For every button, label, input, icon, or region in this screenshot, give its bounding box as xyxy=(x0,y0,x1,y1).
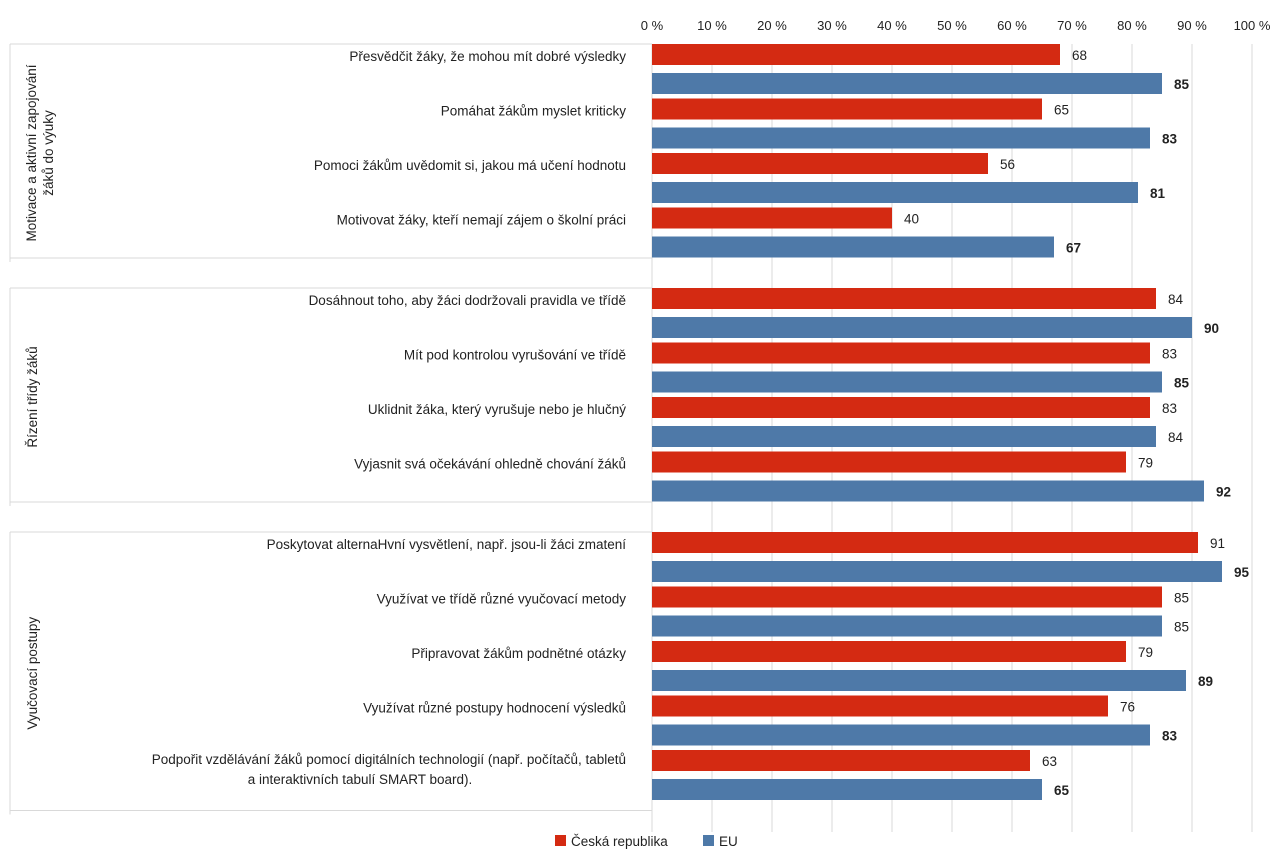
category-label: Využívat ve třídě různé vyučovací metody xyxy=(377,592,627,607)
value-label-cz: 91 xyxy=(1210,536,1225,551)
bar-cz xyxy=(652,342,1150,364)
bar-eu xyxy=(652,561,1222,582)
value-label-cz: 79 xyxy=(1138,645,1153,660)
category-label: a interaktivních tabulí SMART board). xyxy=(248,772,473,787)
bar-cz xyxy=(652,641,1126,662)
bar-cz xyxy=(652,397,1150,418)
value-label-eu: 83 xyxy=(1162,132,1178,147)
category-label: Dosáhnout toho, aby žáci dodržovali prav… xyxy=(309,293,626,308)
category-label: Poskytovat alternaHvní vysvětlení, např.… xyxy=(267,537,627,552)
value-label-cz: 68 xyxy=(1072,48,1087,63)
x-tick-label: 70 % xyxy=(1057,18,1087,33)
bar-eu xyxy=(652,670,1186,691)
value-label-cz: 85 xyxy=(1174,591,1189,606)
x-tick-label: 20 % xyxy=(757,18,787,33)
group-label: Řízení třídy žáků xyxy=(25,346,40,447)
value-label-eu: 89 xyxy=(1198,674,1213,689)
x-tick-label: 100 % xyxy=(1234,18,1271,33)
bar-eu xyxy=(652,236,1054,258)
category-label: Pomoci žákům uvědomit si, jakou má učení… xyxy=(314,158,626,173)
x-tick-label: 30 % xyxy=(817,18,847,33)
category-label: Přesvědčit žáky, že mohou mít dobré výsl… xyxy=(349,49,626,64)
value-label-cz: 63 xyxy=(1042,754,1057,769)
group-label: Motivace a aktivní zapojování žáků do výu… xyxy=(24,64,56,241)
labels: 0 % 10 % 20 % 30 % 40 % 50 % 60 % 70 % 80 % 90 % 1… xyxy=(24,18,1271,798)
value-label-cz: 56 xyxy=(1000,157,1015,172)
x-tick-label: 60 % xyxy=(997,18,1027,33)
x-tick-label: 40 % xyxy=(877,18,907,33)
bar-cz xyxy=(652,586,1162,608)
bar-cz xyxy=(652,44,1060,65)
bar-eu xyxy=(652,779,1042,800)
value-label-eu: 81 xyxy=(1150,186,1166,201)
bar-cz xyxy=(652,750,1030,771)
value-label-eu: 90 xyxy=(1204,321,1219,336)
legend-swatch xyxy=(555,835,566,846)
bar-eu xyxy=(652,317,1192,338)
value-label-cz: 40 xyxy=(904,212,919,227)
x-tick-label: 80 % xyxy=(1117,18,1147,33)
bar-cz xyxy=(652,98,1042,120)
value-label-cz: 65 xyxy=(1054,103,1069,118)
bar-eu xyxy=(652,73,1162,94)
value-label-eu: 85 xyxy=(1174,376,1190,391)
bar-cz xyxy=(652,153,988,174)
bar-cz xyxy=(652,451,1126,473)
bar-eu xyxy=(652,426,1156,447)
value-label-eu: 83 xyxy=(1162,729,1178,744)
bar-eu xyxy=(652,127,1150,149)
category-label: Podpořit vzdělávání žáků pomocí digitáln… xyxy=(152,752,626,767)
value-label-cz: 76 xyxy=(1120,700,1135,715)
value-label-eu: 85 xyxy=(1174,620,1189,635)
x-tick-label: 10 % xyxy=(697,18,727,33)
value-label-eu: 85 xyxy=(1174,77,1190,92)
value-label-eu: 84 xyxy=(1168,430,1184,445)
category-label: Připravovat žákům podnětné otázky xyxy=(411,646,626,661)
legend-swatch xyxy=(703,835,714,846)
category-label: Pomáhat žákům myslet kriticky xyxy=(441,104,627,119)
value-label-cz: 79 xyxy=(1138,456,1153,471)
bar-eu xyxy=(652,615,1162,637)
bar-eu xyxy=(652,371,1162,393)
bar-eu xyxy=(652,480,1204,502)
legend: Česká republika EU xyxy=(555,834,738,849)
value-label-eu: 95 xyxy=(1234,565,1250,580)
bar-cz xyxy=(652,207,892,229)
bar-cz xyxy=(652,288,1156,309)
x-tick-label: 0 % xyxy=(641,18,664,33)
value-label-eu: 67 xyxy=(1066,241,1081,256)
value-label-cz: 83 xyxy=(1162,401,1177,416)
value-label-eu: 65 xyxy=(1054,783,1070,798)
bars xyxy=(652,44,1222,800)
value-label-cz: 84 xyxy=(1168,292,1184,307)
legend-label: Česká republika xyxy=(571,834,668,849)
category-label: Mít pod kontrolou vyrušování ve třídě xyxy=(404,348,626,363)
bar-eu xyxy=(652,724,1150,746)
category-label: Motivovat žáky, kteří nemají zájem o ško… xyxy=(337,213,626,228)
category-label: Vyjasnit svá očekávání ohledně chování ž… xyxy=(354,457,626,472)
x-tick-label: 90 % xyxy=(1177,18,1207,33)
category-label: Uklidnit žáka, který vyrušuje nebo je hl… xyxy=(368,402,626,417)
bar-cz xyxy=(652,532,1198,553)
value-label-cz: 83 xyxy=(1162,347,1177,362)
category-label: Využívat různé postupy hodnocení výsledk… xyxy=(363,701,626,716)
value-label-eu: 92 xyxy=(1216,485,1231,500)
bar-eu xyxy=(652,182,1138,203)
group-label: Vyučovací postupy xyxy=(25,617,40,730)
legend-label: EU xyxy=(719,834,738,849)
bar-cz xyxy=(652,695,1108,717)
x-tick-label: 50 % xyxy=(937,18,967,33)
